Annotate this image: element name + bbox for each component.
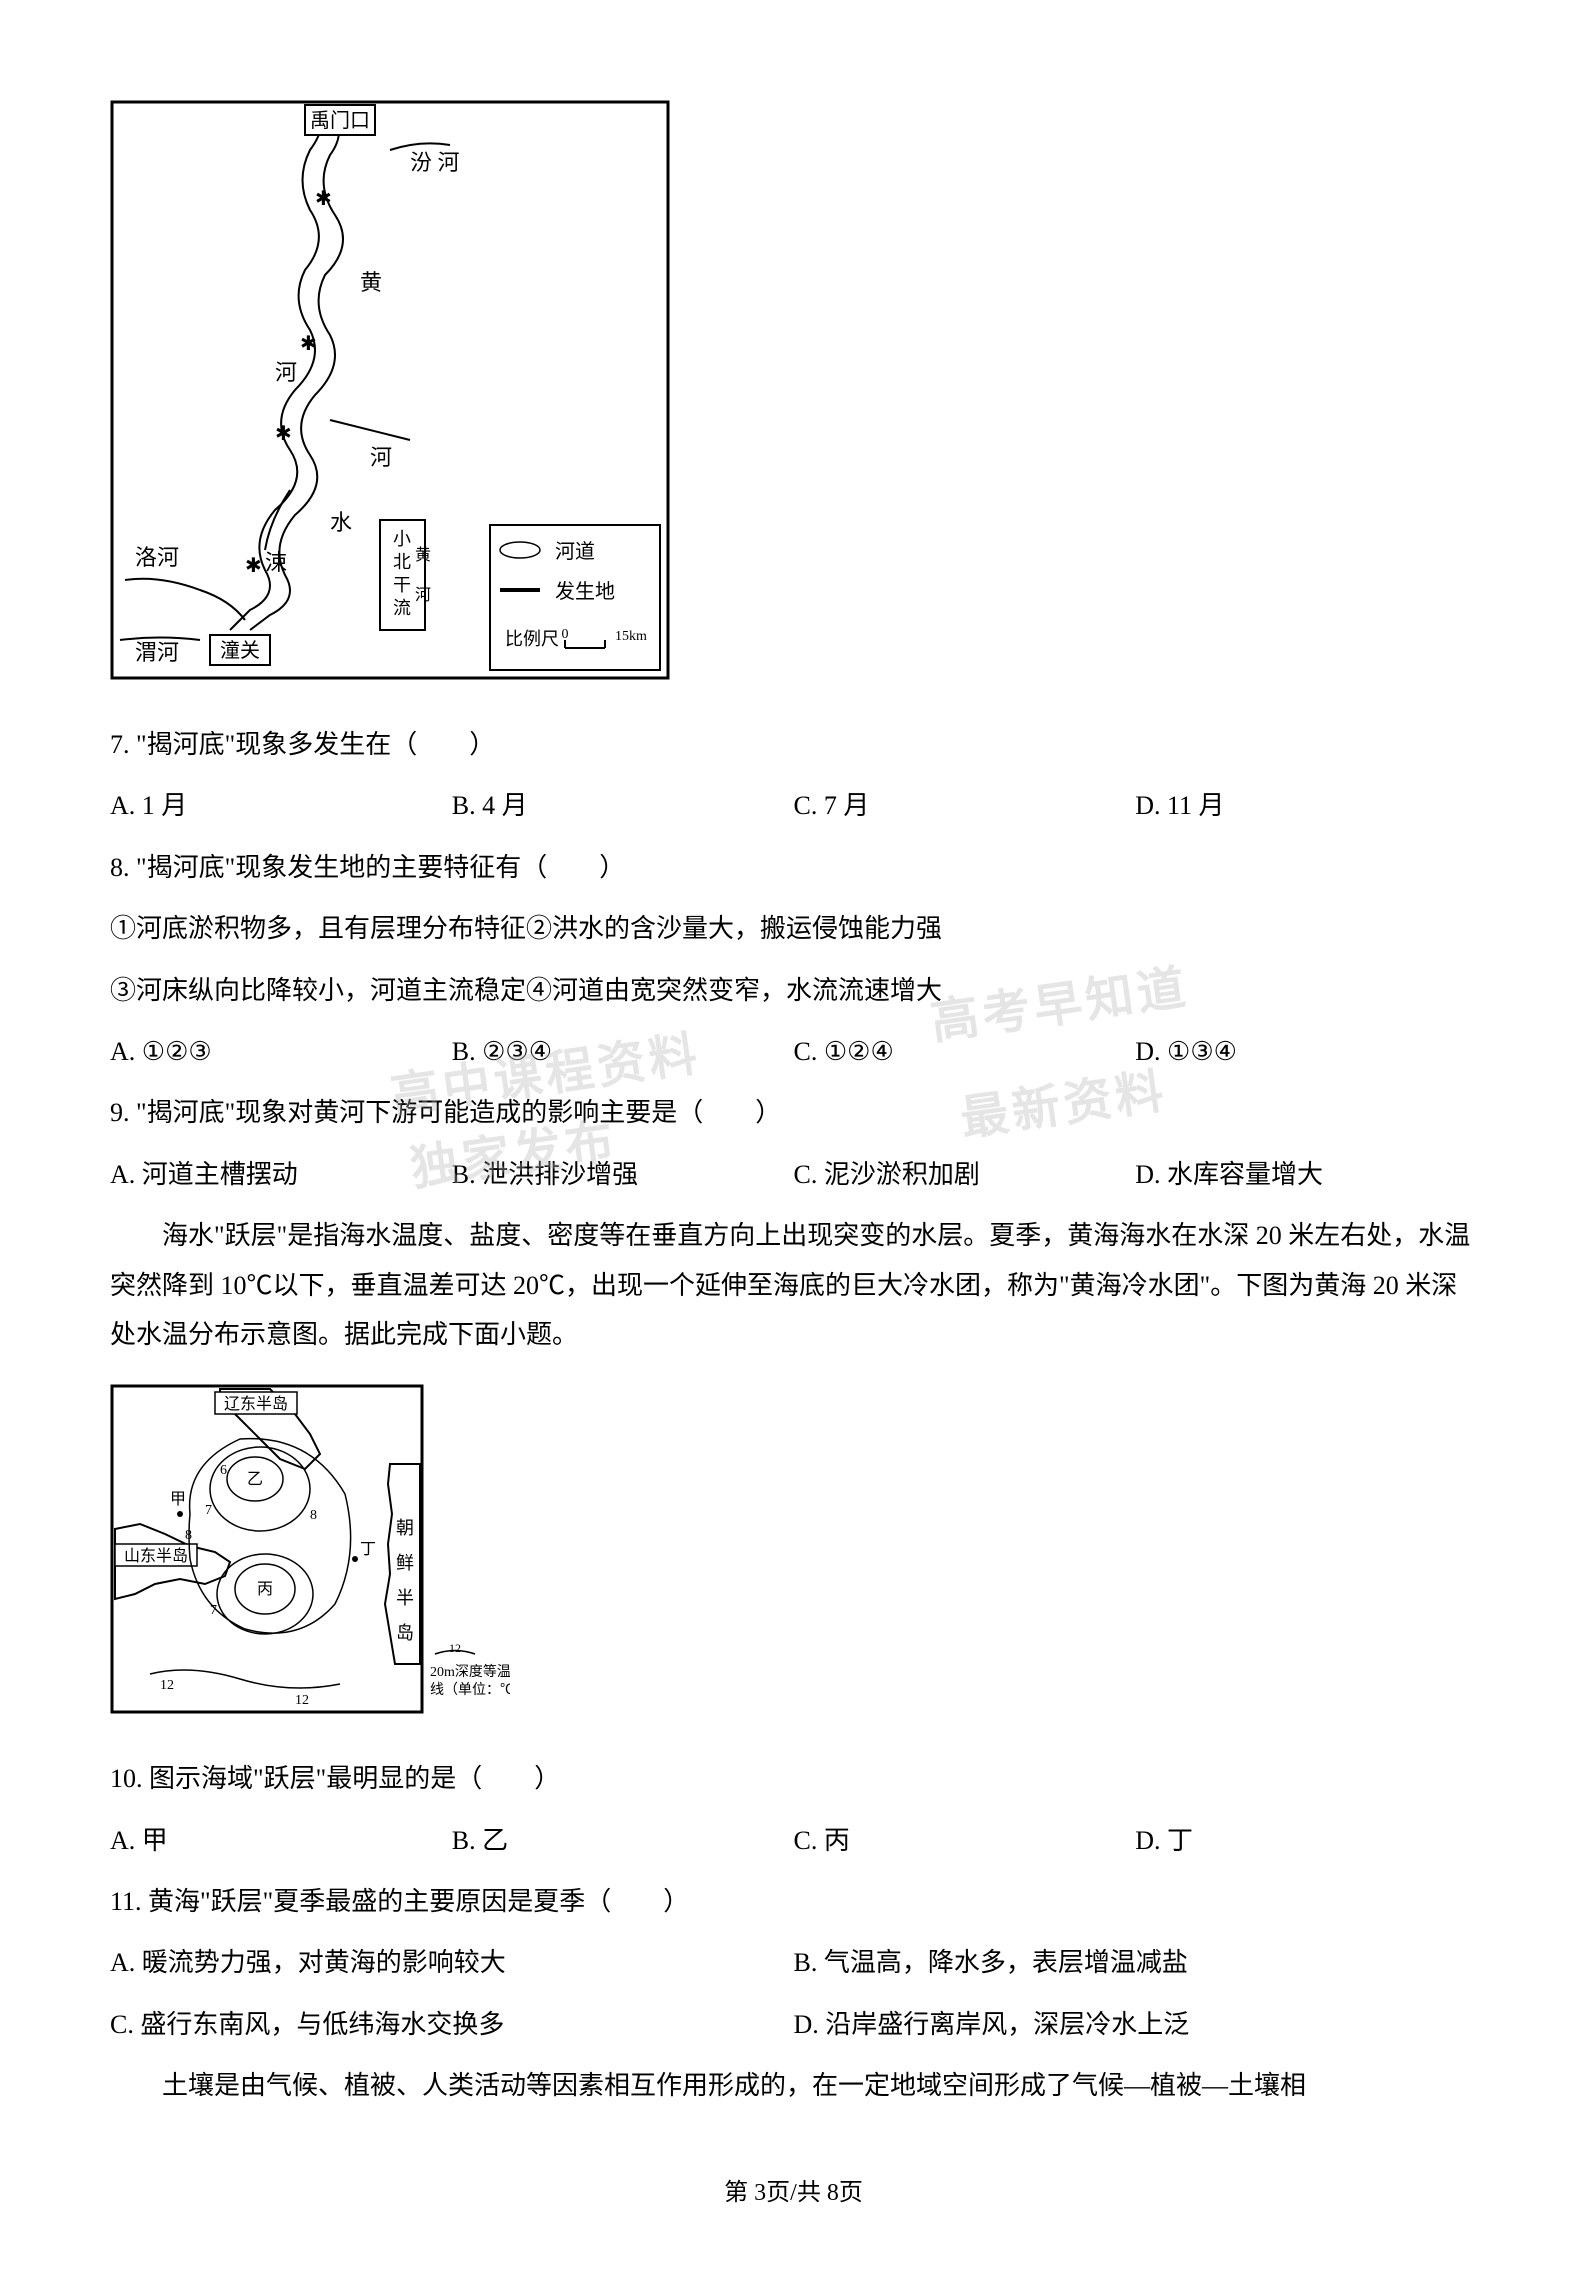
svg-text:✱: ✱: [245, 555, 262, 577]
map2-container: 辽东半岛 山东半岛 朝 鲜 半 岛 乙 6 7 8: [110, 1384, 1477, 1714]
q10-option-d: D. 丁: [1135, 1816, 1477, 1865]
q9-option-b: B. 泄洪排沙增强: [452, 1150, 794, 1199]
map1-legend-scale: 比例尺: [505, 629, 559, 649]
q7-option-c: C. 7 月: [794, 781, 1136, 830]
page-number: 第 3页/共 8页: [110, 2171, 1477, 2217]
q11-text: 11. 黄海"跃层"夏季最盛的主要原因是夏季（ ）: [110, 1877, 1477, 1926]
svg-text:干: 干: [393, 575, 411, 595]
svg-text:小: 小: [393, 529, 411, 549]
map1-huang: 黄: [360, 270, 382, 295]
q11-options-row2: C. 盛行东南风，与低纬海水交换多 D. 沿岸盛行离岸风，深层冷水上泛: [110, 2000, 1477, 2049]
map2-jia: 甲: [170, 1491, 186, 1508]
q10-option-a: A. 甲: [110, 1816, 452, 1865]
map1-container: 禹门口 汾 河 黄 河 河 水 涑 洛河: [110, 100, 1477, 680]
map1-fenhe: 汾 河: [410, 150, 460, 175]
map1-shui: 水: [330, 510, 352, 535]
q9-options: A. 河道主槽摆动 B. 泄洪排沙增强 C. 泥沙淤积加剧 D. 水库容量增大: [110, 1150, 1477, 1199]
svg-text:8: 8: [310, 1508, 317, 1523]
map1-yumenkou: 禹门口: [310, 109, 370, 132]
map1-svg: 禹门口 汾 河 黄 河 河 水 涑 洛河: [110, 100, 670, 680]
map2-legend-12: 12: [449, 1641, 461, 1655]
map1-luohe: 洛河: [135, 545, 179, 570]
q11-option-d: D. 沿岸盛行离岸风，深层冷水上泛: [794, 2000, 1478, 2049]
q9-option-a: A. 河道主槽摆动: [110, 1150, 452, 1199]
svg-text:8: 8: [185, 1528, 192, 1543]
q10-option-c: C. 丙: [794, 1816, 1136, 1865]
q8-option-d: D. ①③④: [1135, 1027, 1477, 1076]
q9-option-c: C. 泥沙淤积加剧: [794, 1150, 1136, 1199]
map2-liaodong: 辽东半岛: [224, 1395, 288, 1413]
q8-option-a: A. ①②③: [110, 1027, 452, 1076]
q10-text: 10. 图示海域"跃层"最明显的是（ ）: [110, 1754, 1477, 1803]
map1-huang-small: 黄: [415, 546, 431, 564]
map2-shandong: 山东半岛: [124, 1547, 188, 1565]
svg-text:✱: ✱: [315, 188, 332, 210]
map1-scale-0: 0: [562, 627, 569, 642]
svg-text:6: 6: [220, 1463, 227, 1478]
q11-option-a: A. 暖流势力强，对黄海的影响较大: [110, 1938, 794, 1987]
map1-scale-15: 15km: [615, 629, 647, 644]
svg-text:12: 12: [160, 1678, 174, 1693]
q7-options: A. 1 月 B. 4 月 C. 7 月 D. 11 月: [110, 781, 1477, 830]
q8-text: 8. "揭河底"现象发生地的主要特征有（ ）: [110, 843, 1477, 892]
q8-option-b: B. ②③④: [452, 1027, 794, 1076]
q7-option-b: B. 4 月: [452, 781, 794, 830]
svg-text:✱: ✱: [275, 423, 292, 445]
map2-dao: 岛: [396, 1623, 414, 1643]
q9-option-d: D. 水库容量增大: [1135, 1150, 1477, 1199]
q8-line2: ③河床纵向比降较小，河道主流稳定④河道由宽突然变窄，水流流速增大: [110, 966, 1477, 1015]
q11-option-b: B. 气温高，降水多，表层增温减盐: [794, 1938, 1478, 1987]
q7-option-d: D. 11 月: [1135, 781, 1477, 830]
map1-he2: 河: [370, 445, 392, 470]
map2-bing: 丙: [257, 1581, 273, 1598]
q8-option-c: C. ①②④: [794, 1027, 1136, 1076]
svg-text:流: 流: [393, 598, 411, 618]
q9-text: 9. "揭河底"现象对黄河下游可能造成的影响主要是（ ）: [110, 1088, 1477, 1137]
q10-option-b: B. 乙: [452, 1816, 794, 1865]
map1-he1: 河: [275, 360, 297, 385]
map2-ding: 丁: [360, 1541, 376, 1558]
q7-text: 7. "揭河底"现象多发生在（ ）: [110, 720, 1477, 769]
map1-he-small: 河: [415, 586, 431, 604]
q11-options-row1: A. 暖流势力强，对黄海的影响较大 B. 气温高，降水多，表层增温减盐: [110, 1938, 1477, 1987]
map2-ban: 半: [396, 1588, 414, 1608]
map1-sushui: 涑: [265, 550, 287, 575]
map1-legend-channel: 河道: [555, 540, 595, 563]
svg-text:✱: ✱: [300, 333, 317, 355]
map1-tongguan: 潼关: [220, 639, 260, 662]
content-wrapper: 禹门口 汾 河 黄 河 河 水 涑 洛河: [110, 100, 1477, 2216]
q10-options: A. 甲 B. 乙 C. 丙 D. 丁: [110, 1816, 1477, 1865]
map1-weihe: 渭河: [135, 640, 179, 665]
passage2: 海水"跃层"是指海水温度、盐度、密度等在垂直方向上出现突变的水层。夏季，黄海海水…: [110, 1211, 1477, 1359]
svg-text:北: 北: [393, 552, 411, 572]
map2-yi: 乙: [247, 1471, 263, 1488]
map1-legend-location: 发生地: [555, 580, 615, 603]
q11-option-c: C. 盛行东南风，与低纬海水交换多: [110, 2000, 794, 2049]
map2-legend-text1: 20m深度等温: [430, 1663, 510, 1680]
q8-line1: ①河底淤积物多，且有层理分布特征②洪水的含沙量大，搬运侵蚀能力强: [110, 904, 1477, 953]
q8-options: A. ①②③ B. ②③④ C. ①②④ D. ①③④: [110, 1027, 1477, 1076]
q7-option-a: A. 1 月: [110, 781, 452, 830]
map2-xian: 鲜: [396, 1553, 414, 1573]
svg-text:7: 7: [205, 1503, 212, 1518]
map2-chao: 朝: [396, 1518, 414, 1538]
map2-legend-text2: 线（单位：℃）: [430, 1682, 510, 1698]
svg-text:12: 12: [295, 1693, 309, 1708]
svg-text:7: 7: [210, 1603, 217, 1618]
map2-svg: 辽东半岛 山东半岛 朝 鲜 半 岛 乙 6 7 8: [110, 1384, 510, 1714]
passage3: 土壤是由气候、植被、人类活动等因素相互作用形成的，在一定地域空间形成了气候—植被…: [110, 2061, 1477, 2110]
